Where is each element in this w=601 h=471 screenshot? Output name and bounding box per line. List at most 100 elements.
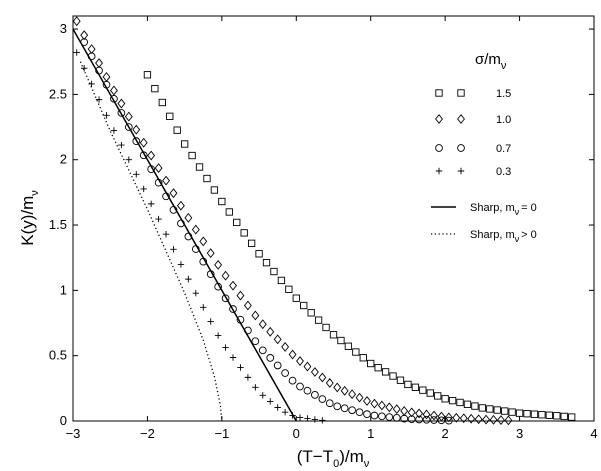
data-point-diamond bbox=[444, 412, 453, 423]
data-point-circle bbox=[117, 109, 126, 117]
data-point-square bbox=[374, 364, 382, 372]
data-point-diamond bbox=[422, 409, 431, 420]
series-diamond bbox=[72, 16, 513, 426]
legend-label-square: 1.5 bbox=[496, 88, 511, 100]
data-point-diamond bbox=[370, 398, 379, 409]
data-point-plus bbox=[162, 230, 170, 238]
data-point-diamond bbox=[191, 224, 200, 235]
data-point-diamond bbox=[363, 396, 371, 406]
data-point-diamond bbox=[80, 30, 89, 41]
data-point-circle bbox=[437, 416, 446, 425]
y-axis-label: K(y)/mν bbox=[18, 190, 41, 246]
x-tick-label: 0 bbox=[293, 426, 300, 441]
legend-marker-plus bbox=[435, 167, 443, 175]
data-point-diamond bbox=[407, 407, 416, 418]
data-point-diamond bbox=[288, 349, 297, 360]
x-tick-label: −3 bbox=[66, 426, 81, 441]
data-point-plus bbox=[147, 200, 155, 208]
data-point-circle bbox=[445, 416, 453, 425]
data-point-circle bbox=[80, 38, 89, 46]
data-point-circle bbox=[199, 257, 208, 266]
data-point-square bbox=[300, 301, 308, 310]
data-point-square bbox=[404, 380, 412, 389]
data-point-diamond bbox=[236, 290, 245, 301]
data-point-circle bbox=[355, 408, 364, 417]
legend-label-plus: 0.3 bbox=[496, 166, 511, 178]
data-point-circle bbox=[296, 382, 304, 391]
data-point-diamond bbox=[258, 319, 267, 330]
data-point-circle bbox=[154, 178, 163, 187]
data-point-square bbox=[419, 386, 427, 394]
data-point-circle bbox=[325, 399, 334, 408]
data-point-circle bbox=[258, 346, 267, 355]
data-point-square bbox=[478, 404, 487, 412]
series-square bbox=[143, 71, 576, 421]
legend-label-circle: 0.7 bbox=[496, 143, 511, 155]
data-point-plus bbox=[259, 392, 266, 399]
legend-label-sharp-positive: Sharp, mν > 0 bbox=[470, 229, 537, 244]
data-point-diamond bbox=[221, 270, 230, 281]
data-point-diamond bbox=[296, 356, 304, 366]
data-point-plus bbox=[289, 412, 296, 419]
data-point-square bbox=[285, 285, 293, 293]
data-point-circle bbox=[177, 219, 185, 228]
data-point-diamond bbox=[504, 415, 513, 426]
legend-marker-circle bbox=[435, 144, 443, 152]
data-point-square bbox=[240, 229, 248, 237]
data-point-diamond bbox=[474, 414, 483, 425]
data-point-square bbox=[568, 413, 576, 421]
data-point-square bbox=[329, 331, 338, 339]
data-point-circle bbox=[422, 415, 431, 424]
data-point-square bbox=[166, 112, 174, 120]
data-point-plus bbox=[177, 261, 185, 268]
y-tick-label: 1.5 bbox=[49, 217, 67, 232]
data-point-plus bbox=[229, 354, 237, 361]
x-tick-label: 4 bbox=[590, 426, 597, 441]
legend-label-sharp-zero: Sharp, mν = 0 bbox=[470, 202, 537, 217]
data-point-square bbox=[233, 218, 241, 227]
data-point-diamond bbox=[214, 259, 223, 270]
data-point-diamond bbox=[467, 413, 476, 424]
data-point-circle bbox=[132, 137, 141, 146]
data-point-plus bbox=[170, 246, 177, 253]
data-point-circle bbox=[392, 414, 401, 422]
data-point-diamond bbox=[199, 236, 208, 247]
data-point-plus bbox=[222, 344, 229, 351]
data-point-circle bbox=[251, 337, 260, 346]
data-point-square bbox=[225, 208, 233, 216]
data-point-circle bbox=[430, 416, 438, 424]
data-point-square bbox=[143, 71, 152, 79]
data-point-diamond bbox=[109, 85, 118, 96]
data-point-circle bbox=[184, 232, 193, 241]
data-point-plus bbox=[237, 364, 244, 371]
data-point-square bbox=[337, 336, 345, 345]
data-point-diamond bbox=[303, 361, 312, 372]
data-point-square bbox=[515, 409, 524, 417]
data-point-square bbox=[389, 372, 397, 380]
data-point-square bbox=[553, 412, 561, 420]
data-point-square bbox=[247, 239, 256, 247]
data-point-circle bbox=[169, 206, 178, 214]
data-point-square bbox=[381, 368, 390, 376]
data-point-plus bbox=[304, 415, 311, 422]
data-point-square bbox=[501, 407, 509, 415]
data-point-circle bbox=[147, 165, 156, 173]
data-point-circle bbox=[318, 395, 327, 403]
data-point-circle bbox=[333, 402, 342, 411]
y-tick-label: 2 bbox=[60, 152, 67, 167]
data-point-square bbox=[262, 259, 271, 267]
data-point-plus bbox=[319, 417, 326, 424]
x-tick-label: 3 bbox=[516, 426, 523, 441]
data-point-diamond bbox=[497, 415, 505, 426]
data-point-square bbox=[486, 405, 494, 413]
data-point-square bbox=[396, 376, 405, 384]
data-point-circle bbox=[221, 294, 230, 303]
data-point-plus bbox=[192, 290, 200, 297]
data-point-circle bbox=[311, 391, 319, 399]
data-point-circle bbox=[236, 315, 245, 324]
data-point-plus bbox=[140, 185, 147, 193]
data-point-square bbox=[508, 408, 516, 416]
data-point-circle bbox=[162, 192, 170, 201]
data-point-square bbox=[434, 392, 442, 400]
